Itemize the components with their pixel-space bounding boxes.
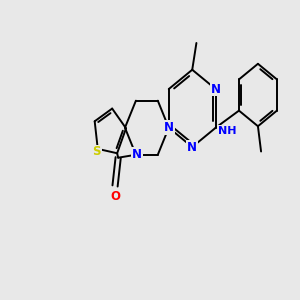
Text: S: S bbox=[92, 145, 101, 158]
Text: N: N bbox=[164, 121, 174, 134]
Text: N: N bbox=[132, 148, 142, 161]
Text: N: N bbox=[187, 140, 197, 154]
Text: N: N bbox=[211, 82, 221, 96]
Text: NH: NH bbox=[218, 126, 237, 136]
Text: O: O bbox=[110, 190, 120, 203]
